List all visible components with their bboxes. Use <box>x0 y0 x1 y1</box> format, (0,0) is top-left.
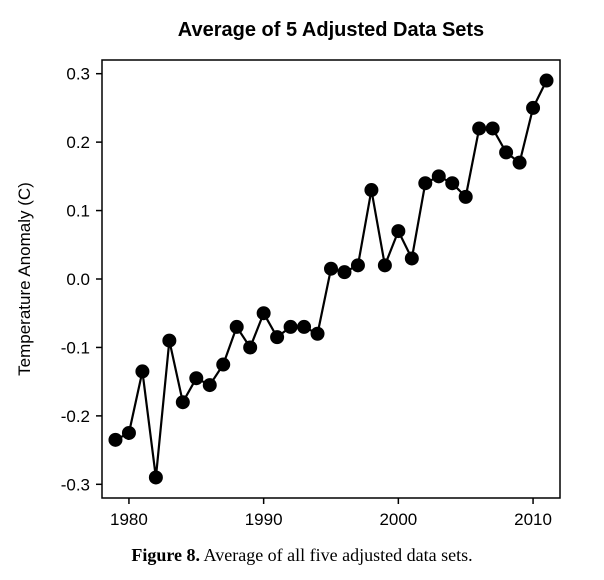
data-point <box>405 252 418 265</box>
data-point <box>230 320 243 333</box>
data-point <box>365 184 378 197</box>
data-point <box>486 122 499 135</box>
data-point <box>176 396 189 409</box>
data-point <box>500 146 513 159</box>
data-point <box>378 259 391 272</box>
data-point <box>432 170 445 183</box>
y-tick-label: -0.1 <box>61 338 90 357</box>
data-point <box>419 177 432 190</box>
data-point <box>540 74 553 87</box>
data-point <box>203 379 216 392</box>
x-tick-label: 1980 <box>110 510 148 529</box>
data-point <box>473 122 486 135</box>
data-point <box>257 307 270 320</box>
y-tick-label: 0.3 <box>66 65 90 84</box>
x-tick-label: 2010 <box>514 510 552 529</box>
figure-label: Figure 8. <box>131 545 200 565</box>
y-tick-label: 0.2 <box>66 133 90 152</box>
data-point <box>271 331 284 344</box>
data-point <box>459 190 472 203</box>
figure-caption: Figure 8. Average of all five adjusted d… <box>0 545 604 566</box>
data-point <box>136 365 149 378</box>
data-point <box>109 433 122 446</box>
y-tick-label: -0.2 <box>61 407 90 426</box>
chart-title: Average of 5 Adjusted Data Sets <box>178 19 484 41</box>
x-tick-label: 1990 <box>245 510 283 529</box>
y-tick-label: 0.1 <box>66 202 90 221</box>
data-point <box>149 471 162 484</box>
y-axis-label: Temperature Anomaly (C) <box>15 182 34 376</box>
data-point <box>446 177 459 190</box>
data-point <box>311 327 324 340</box>
y-tick-label: 0.0 <box>66 270 90 289</box>
data-point <box>351 259 364 272</box>
data-point <box>298 320 311 333</box>
data-point <box>338 266 351 279</box>
data-point <box>190 372 203 385</box>
data-point <box>244 341 257 354</box>
data-point <box>217 358 230 371</box>
data-point <box>392 225 405 238</box>
anomaly-line-chart: 1980 1990 2000 2010 -0.3 -0.2 -0.1 0.0 0.1 0.2 0.3… <box>0 0 604 580</box>
figure-caption-text: Average of all five adjusted data sets. <box>200 545 473 565</box>
data-point <box>527 101 540 114</box>
page: 1980 1990 2000 2010 -0.3 -0.2 -0.1 0.0 0.1 0.2 0.3… <box>0 0 604 580</box>
data-point <box>122 426 135 439</box>
x-tick-label: 2000 <box>379 510 417 529</box>
data-point <box>325 262 338 275</box>
data-point <box>284 320 297 333</box>
data-point <box>163 334 176 347</box>
y-tick-label: -0.3 <box>61 475 90 494</box>
data-point <box>513 156 526 169</box>
